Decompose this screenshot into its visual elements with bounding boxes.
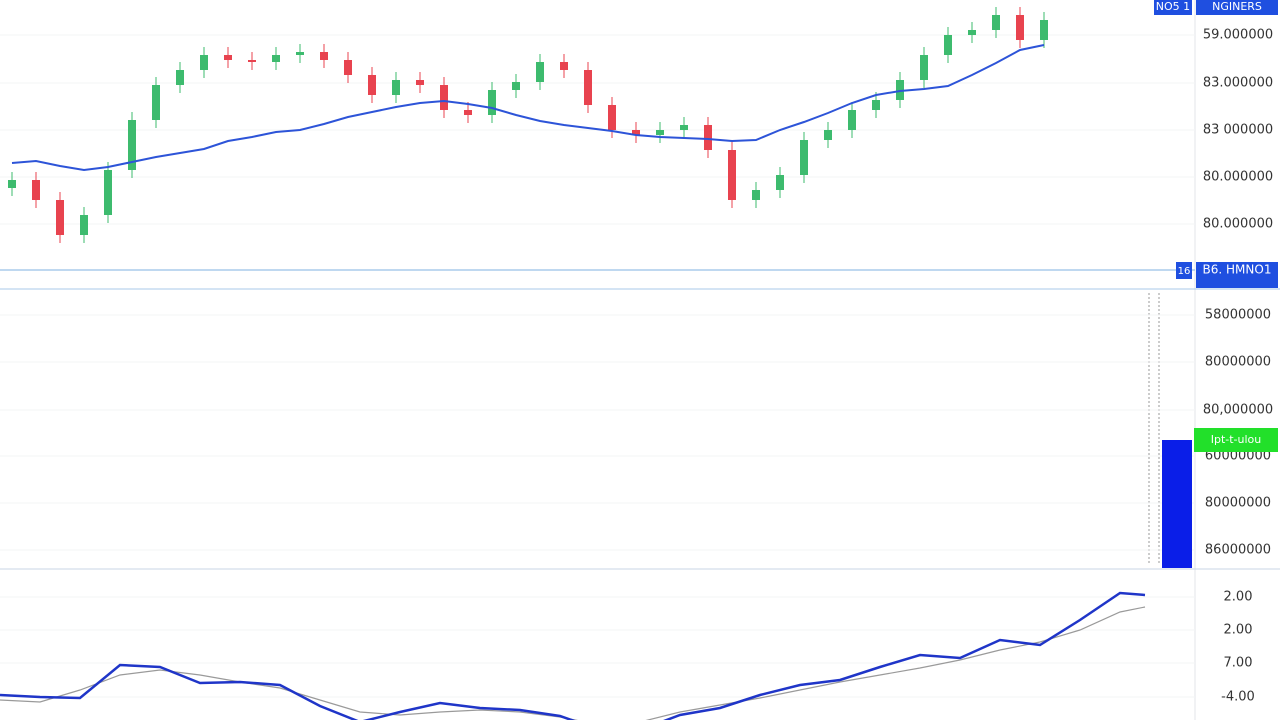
candle-body (440, 85, 448, 110)
candle-body (920, 55, 928, 80)
y-tick-label: 80.000000 (1203, 170, 1273, 185)
price-tag (1196, 262, 1278, 288)
candle-body (968, 30, 976, 35)
value-label: Ipt-t-ulou (1211, 433, 1262, 446)
candle-body (824, 130, 832, 140)
candle-body (368, 75, 376, 95)
candle-body (128, 120, 136, 170)
candle-body (392, 80, 400, 95)
line-group (0, 591, 1146, 720)
candle-body (200, 55, 208, 70)
candle-body (512, 82, 520, 90)
y-tick-label: 7.00 (1224, 656, 1253, 671)
line-series (0, 591, 1146, 720)
y-tick-label: 59.000000 (1203, 28, 1273, 43)
y-tick-label: 86000000 (1205, 543, 1271, 558)
candle-body (32, 180, 40, 200)
y-tick-label: 60000000 (1205, 449, 1271, 464)
candle-body (656, 130, 664, 135)
y-tick-label: 83.000000 (1203, 76, 1273, 91)
price-tag (1196, 0, 1278, 15)
candle-body (344, 60, 352, 75)
candle-body (176, 70, 184, 85)
candle-body (320, 52, 328, 60)
candle-body (680, 125, 688, 130)
moving-average (11, 44, 1045, 172)
candle-body (1040, 20, 1048, 40)
candle-body (416, 80, 424, 85)
value-tag (1194, 428, 1278, 452)
candle-body (152, 85, 160, 120)
y-tick-label: 80,000000 (1203, 403, 1273, 418)
candle-body (584, 70, 592, 105)
candle-body (872, 100, 880, 110)
candle-body (560, 62, 568, 70)
price-tag (1176, 262, 1192, 279)
y-tick-label: 58000000 (1205, 308, 1271, 323)
candle-body (8, 180, 16, 188)
candle-body (848, 110, 856, 130)
candle-body (800, 140, 808, 175)
candle-body (752, 190, 760, 200)
candle-body (272, 55, 280, 62)
candle-body (104, 170, 112, 215)
bar (1162, 440, 1192, 568)
candle-body (536, 62, 544, 82)
candle-body (80, 215, 88, 235)
y-tick-label: 2.00 (1224, 590, 1253, 605)
candle-body (1016, 15, 1024, 40)
y-tick-label: -4.00 (1221, 690, 1255, 705)
candle-body (776, 175, 784, 190)
candle-body (464, 110, 472, 115)
candle-body (296, 52, 304, 55)
price-tag-text: NGINERS (1212, 0, 1262, 13)
y-tick-label: 83 000000 (1203, 123, 1273, 138)
candle-body (56, 200, 64, 235)
candle-body (944, 35, 952, 55)
candle-body (992, 15, 1000, 30)
candle-body (704, 125, 712, 150)
candle-body (248, 60, 256, 62)
candle-body (632, 130, 640, 135)
candle-body (488, 90, 496, 115)
price-tag (1154, 0, 1192, 15)
y-tick-label: 80000000 (1205, 496, 1271, 511)
y-tick-label: 80000000 (1205, 355, 1271, 370)
price-tag-text: B6. HMNO1 (1203, 263, 1272, 277)
candle-body (608, 105, 616, 130)
price-tag-text: 16 (1178, 266, 1191, 277)
y-tick-label: 80.000000 (1203, 217, 1273, 232)
line-series (0, 606, 1146, 720)
y-tick-label: 2.00 (1224, 623, 1253, 638)
price-tag-text: NO5 1 (1156, 0, 1190, 13)
candle-body (224, 55, 232, 60)
candle-body (728, 150, 736, 200)
